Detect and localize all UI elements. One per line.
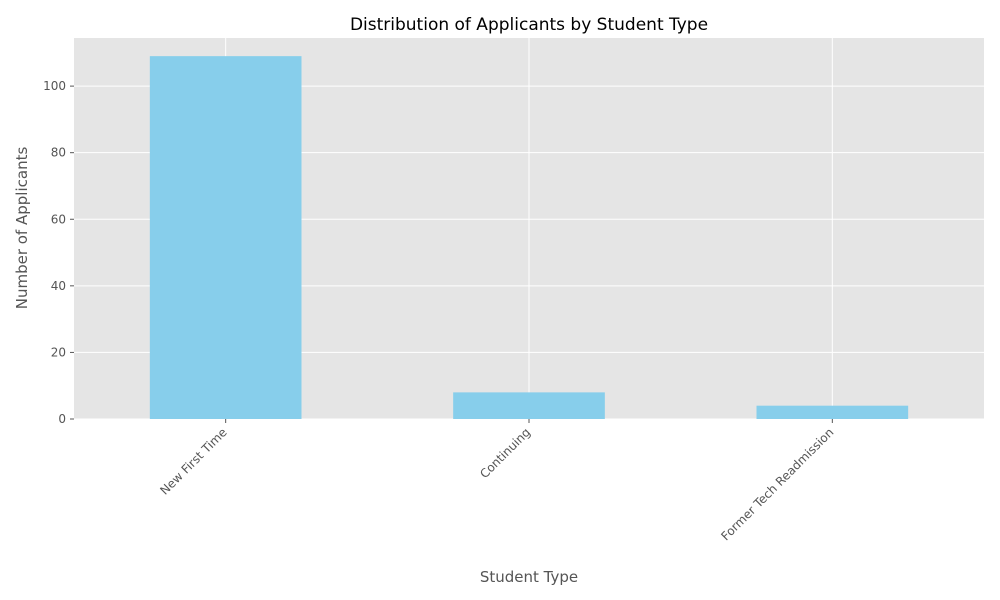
bar	[756, 405, 909, 419]
bar	[149, 56, 302, 420]
bars	[149, 56, 909, 420]
y-tick-label: 80	[51, 146, 66, 160]
x-tick-label: Former Tech Readmission	[718, 425, 836, 543]
x-tick-label: New First Time	[157, 425, 229, 497]
y-axis-label: Number of Applicants	[13, 147, 31, 310]
y-axis-ticks: 0 20 40 60 80 100	[43, 79, 74, 426]
x-tick-label: Continuing	[477, 425, 533, 481]
chart-title: Distribution of Applicants by Student Ty…	[350, 15, 708, 35]
y-tick-label: 60	[51, 212, 66, 226]
x-axis-label: Student Type	[480, 568, 578, 586]
y-tick-label: 100	[43, 79, 66, 93]
y-tick-label: 40	[51, 279, 66, 293]
y-tick-label: 0	[58, 412, 66, 426]
x-axis-ticks: New First Time Continuing Former Tech Read…	[157, 419, 836, 543]
y-tick-label: 20	[51, 345, 66, 359]
bar	[453, 392, 605, 419]
